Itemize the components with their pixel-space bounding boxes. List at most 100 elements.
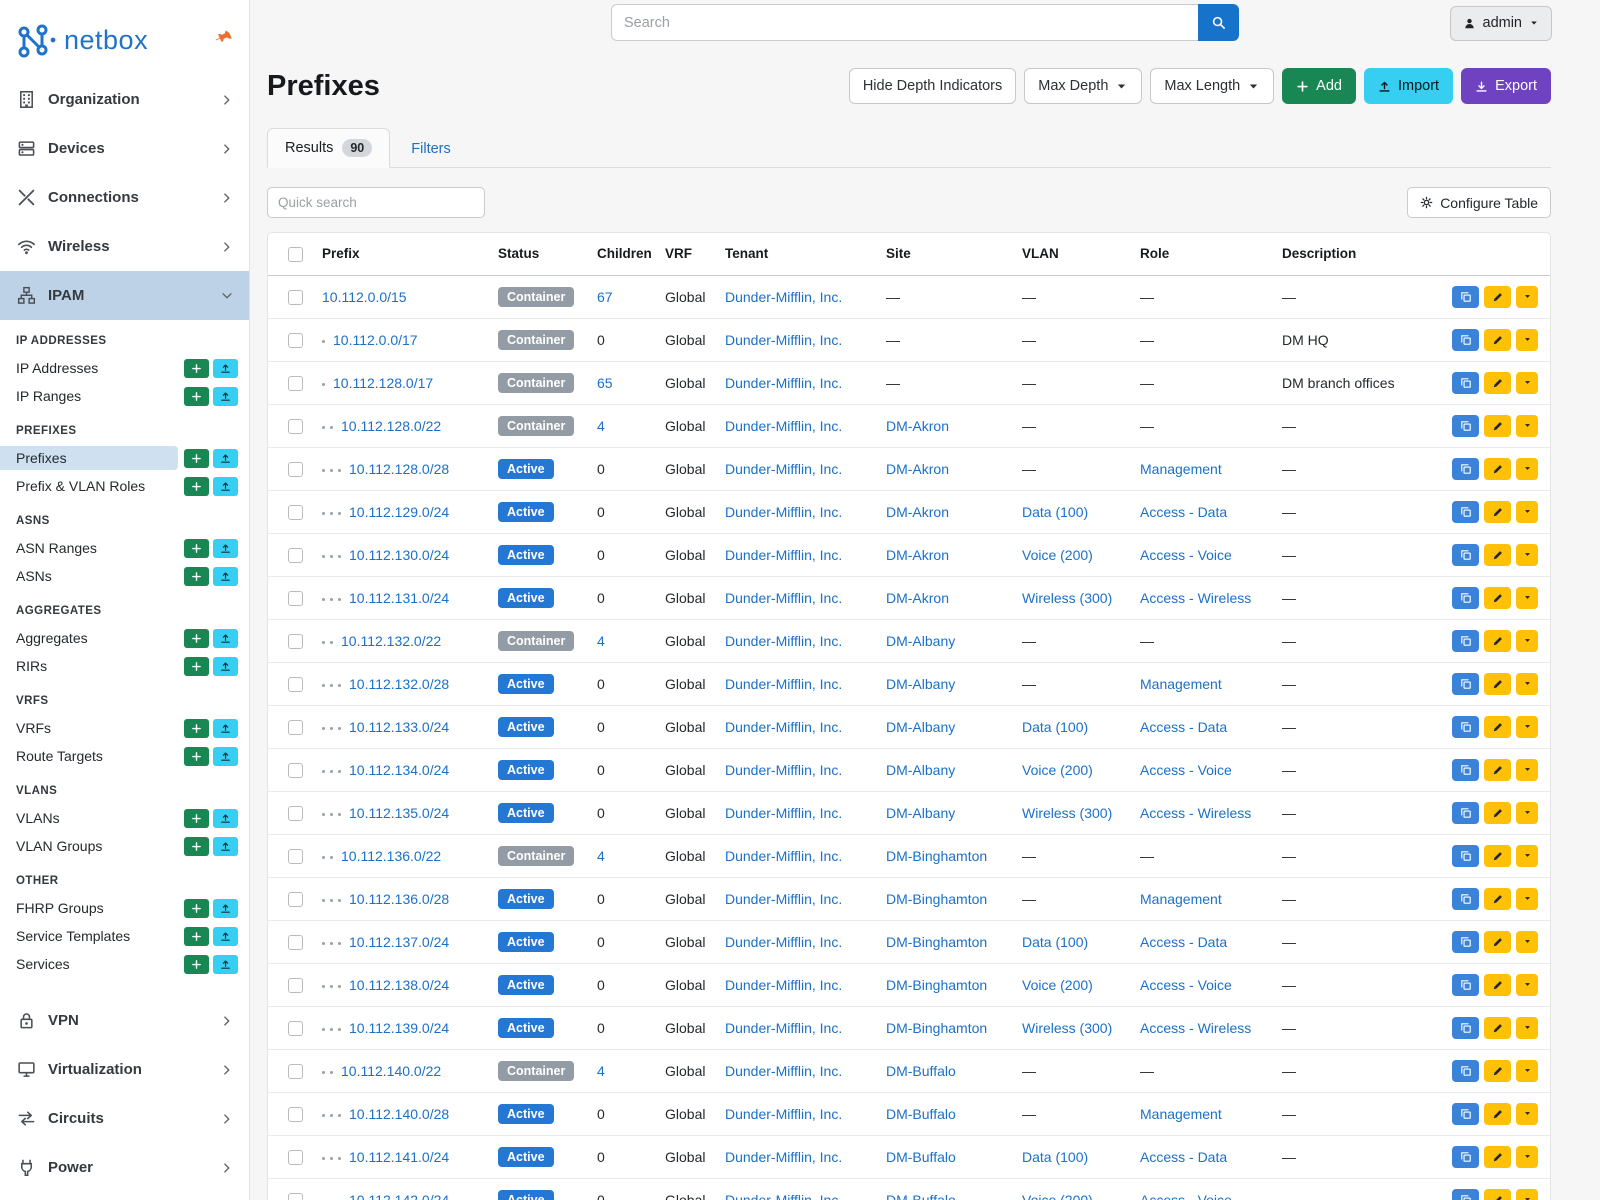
quick-import-button[interactable] xyxy=(213,628,238,648)
tenant-link[interactable]: Dunder-Mifflin, Inc. xyxy=(725,675,843,692)
prefix-link[interactable]: 10.112.128.0/22 xyxy=(341,417,442,434)
site-link[interactable]: DM-Albany xyxy=(886,718,956,735)
sidebar-item-circuits[interactable]: Circuits xyxy=(0,1094,249,1143)
row-checkbox[interactable] xyxy=(288,978,303,994)
row-dropdown-button[interactable] xyxy=(1516,887,1538,910)
row-checkbox[interactable] xyxy=(288,1193,303,1200)
quick-import-button[interactable] xyxy=(213,746,238,766)
quick-import-button[interactable] xyxy=(213,718,238,738)
prefix-link[interactable]: 10.112.132.0/28 xyxy=(349,675,450,692)
row-checkbox[interactable] xyxy=(288,677,303,693)
copy-button[interactable] xyxy=(1452,328,1479,351)
row-dropdown-button[interactable] xyxy=(1516,500,1538,523)
prefix-link[interactable]: 10.112.140.0/28 xyxy=(349,1105,450,1122)
edit-button[interactable] xyxy=(1484,414,1511,437)
copy-button[interactable] xyxy=(1452,887,1479,910)
quick-add-button[interactable] xyxy=(184,448,209,468)
site-link[interactable]: DM-Binghamton xyxy=(886,933,988,950)
add-button[interactable]: Add xyxy=(1282,68,1356,104)
row-checkbox[interactable] xyxy=(288,935,303,951)
prefix-link[interactable]: 10.112.135.0/24 xyxy=(349,804,450,821)
copy-button[interactable] xyxy=(1452,758,1479,781)
role-link[interactable]: Access - Wireless xyxy=(1140,589,1252,606)
prefix-link[interactable]: 10.112.131.0/24 xyxy=(349,589,450,606)
copy-button[interactable] xyxy=(1452,629,1479,652)
search-button[interactable] xyxy=(1198,4,1239,41)
tenant-link[interactable]: Dunder-Mifflin, Inc. xyxy=(725,933,843,950)
row-dropdown-button[interactable] xyxy=(1516,715,1538,738)
edit-button[interactable] xyxy=(1484,1188,1511,1200)
site-link[interactable]: DM-Albany xyxy=(886,632,956,649)
col-header-vrf[interactable]: VRF xyxy=(655,233,715,276)
edit-button[interactable] xyxy=(1484,758,1511,781)
children-link[interactable]: 4 xyxy=(597,417,605,434)
quick-add-button[interactable] xyxy=(184,538,209,558)
row-dropdown-button[interactable] xyxy=(1516,801,1538,824)
prefix-link[interactable]: 10.112.129.0/24 xyxy=(349,503,450,520)
vlan-link[interactable]: Data (100) xyxy=(1022,1148,1089,1165)
sidebar-item-devices[interactable]: Devices xyxy=(0,124,249,173)
sidebar-item-virtualization[interactable]: Virtualization xyxy=(0,1045,249,1094)
quick-add-button[interactable] xyxy=(184,718,209,738)
row-dropdown-button[interactable] xyxy=(1516,371,1538,394)
edit-button[interactable] xyxy=(1484,887,1511,910)
row-checkbox[interactable] xyxy=(288,591,303,607)
tenant-link[interactable]: Dunder-Mifflin, Inc. xyxy=(725,804,843,821)
role-link[interactable]: Access - Data xyxy=(1140,1148,1228,1165)
row-checkbox[interactable] xyxy=(288,1107,303,1123)
quick-add-button[interactable] xyxy=(184,746,209,766)
max-depth-dropdown[interactable]: Max Depth xyxy=(1024,68,1143,104)
row-dropdown-button[interactable] xyxy=(1516,586,1538,609)
edit-button[interactable] xyxy=(1484,672,1511,695)
role-link[interactable]: Access - Data xyxy=(1140,933,1228,950)
site-link[interactable]: DM-Buffalo xyxy=(886,1191,956,1200)
row-dropdown-button[interactable] xyxy=(1516,543,1538,566)
row-dropdown-button[interactable] xyxy=(1516,758,1538,781)
row-checkbox[interactable] xyxy=(288,634,303,650)
row-checkbox[interactable] xyxy=(288,333,303,349)
vlan-link[interactable]: Data (100) xyxy=(1022,503,1089,520)
quick-import-button[interactable] xyxy=(213,836,238,856)
sidebar-item-vpn[interactable]: VPN xyxy=(0,996,249,1045)
quick-import-button[interactable] xyxy=(213,808,238,828)
quick-add-button[interactable] xyxy=(184,898,209,918)
select-all-checkbox[interactable] xyxy=(288,246,303,262)
prefix-link[interactable]: 10.112.140.0/22 xyxy=(341,1062,442,1079)
tenant-link[interactable]: Dunder-Mifflin, Inc. xyxy=(725,417,843,434)
sidebar-subitem-prefix-vlan-roles[interactable]: Prefix & VLAN Roles xyxy=(16,478,146,494)
row-dropdown-button[interactable] xyxy=(1516,285,1538,308)
quick-add-button[interactable] xyxy=(184,836,209,856)
tenant-link[interactable]: Dunder-Mifflin, Inc. xyxy=(725,1148,843,1165)
prefix-link[interactable]: 10.112.128.0/17 xyxy=(333,374,434,391)
row-dropdown-button[interactable] xyxy=(1516,1102,1538,1125)
row-dropdown-button[interactable] xyxy=(1516,1016,1538,1039)
tenant-link[interactable]: Dunder-Mifflin, Inc. xyxy=(725,503,843,520)
edit-button[interactable] xyxy=(1484,973,1511,996)
quick-import-button[interactable] xyxy=(213,448,238,468)
tenant-link[interactable]: Dunder-Mifflin, Inc. xyxy=(725,331,843,348)
edit-button[interactable] xyxy=(1484,500,1511,523)
site-link[interactable]: DM-Albany xyxy=(886,675,956,692)
row-checkbox[interactable] xyxy=(288,462,303,478)
copy-button[interactable] xyxy=(1452,672,1479,695)
tenant-link[interactable]: Dunder-Mifflin, Inc. xyxy=(725,589,843,606)
vlan-link[interactable]: Voice (200) xyxy=(1022,976,1093,993)
copy-button[interactable] xyxy=(1452,1102,1479,1125)
vlan-link[interactable]: Wireless (300) xyxy=(1022,1019,1113,1036)
quick-add-button[interactable] xyxy=(184,656,209,676)
edit-button[interactable] xyxy=(1484,801,1511,824)
copy-button[interactable] xyxy=(1452,930,1479,953)
sidebar-item-wireless[interactable]: Wireless xyxy=(0,222,249,271)
col-header-description[interactable]: Description xyxy=(1272,233,1442,276)
site-link[interactable]: DM-Akron xyxy=(886,589,950,606)
edit-button[interactable] xyxy=(1484,1145,1511,1168)
sidebar-subitem-rirs[interactable]: RIRs xyxy=(16,658,48,674)
copy-button[interactable] xyxy=(1452,1016,1479,1039)
copy-button[interactable] xyxy=(1452,457,1479,480)
site-link[interactable]: DM-Buffalo xyxy=(886,1105,956,1122)
tenant-link[interactable]: Dunder-Mifflin, Inc. xyxy=(725,1019,843,1036)
row-checkbox[interactable] xyxy=(288,290,303,306)
site-link[interactable]: DM-Akron xyxy=(886,546,950,563)
tenant-link[interactable]: Dunder-Mifflin, Inc. xyxy=(725,546,843,563)
col-header-tenant[interactable]: Tenant xyxy=(715,233,876,276)
